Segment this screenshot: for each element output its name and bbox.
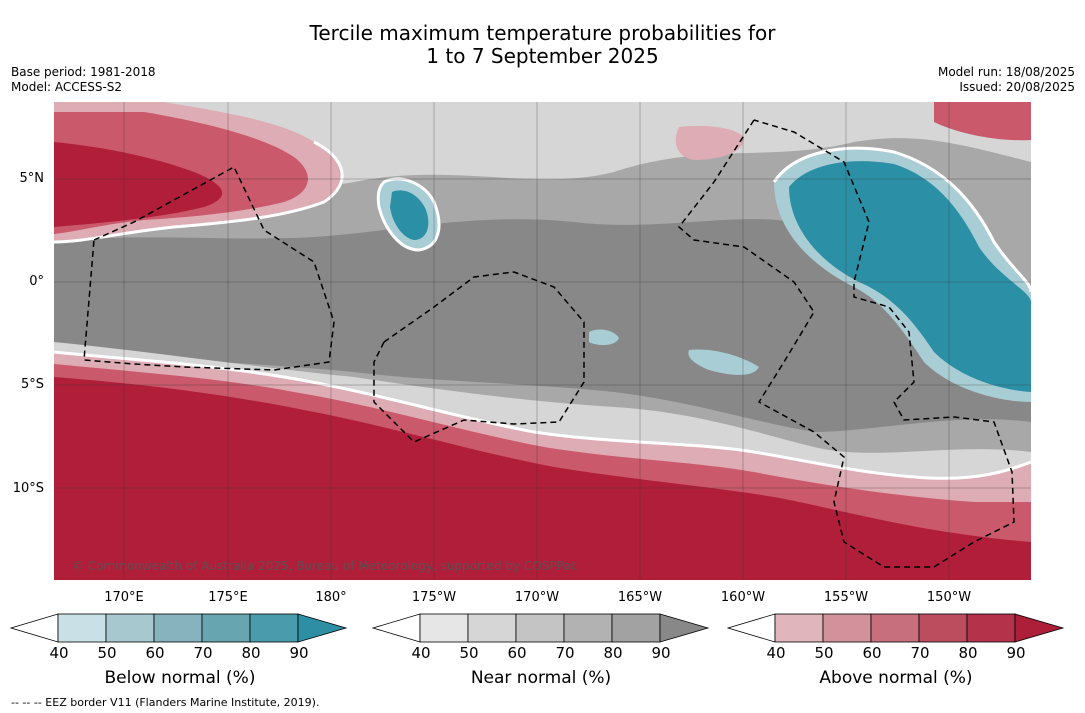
colorbar-extend-high [1014,613,1065,643]
colorbar-above-normal [727,613,1065,643]
eez-footnote: -- -- -- EEZ border V11 (Flanders Marine… [11,696,320,709]
colorbar-segment [774,613,824,643]
colorbar-near-normal [372,613,710,643]
near-normal-dark-area [54,219,1031,432]
colorbar-near-title: Near normal (%) [470,668,612,688]
tick-label: 50 [459,644,479,662]
colorbar-segment [611,613,661,643]
colorbar-segment [515,613,565,643]
tick-label: 60 [507,644,527,662]
near-normal-light-lower [54,342,1031,482]
lat-label-5s: 5°S [20,377,44,392]
lat-label-0: 0° [29,274,44,289]
colorbar-segment [966,613,1016,643]
colorbar-segment [153,613,203,643]
colorbar-segment [201,613,251,643]
tick-label: 40 [49,644,69,662]
above-normal-northeast [934,102,1031,141]
eez-borders [83,119,1015,568]
lon-label-180: 180° [315,590,347,605]
colorbar-segment [918,613,968,643]
contour-line-west-blob [376,177,441,252]
model-run-text: Model run: 18/08/2025 [937,65,1075,79]
chart-title-line1: Tercile maximum temperature probabilitie… [309,21,776,45]
tick-label: 40 [766,644,786,662]
colorbar-extend-low [10,613,59,643]
tick-label: 60 [862,644,882,662]
lon-label-175w: 175°W [411,590,457,605]
tick-label: 80 [603,644,623,662]
graticule [54,102,1031,580]
below-normal-strong-west [390,190,429,240]
colorbar-extend-low [727,613,776,643]
tick-label: 70 [910,644,930,662]
colorbar-segment [419,613,469,643]
colorbar-extend-high [297,613,348,643]
tick-label: 80 [241,644,261,662]
colorbar-segment [563,613,613,643]
lon-label-170w: 170°W [514,590,560,605]
chart-title-line2: 1 to 7 September 2025 [426,44,659,68]
colorbar-segment [870,613,920,643]
above-normal-strong-south [54,377,1031,580]
lon-label-150w: 150°W [926,590,972,605]
below-normal-strong-east [789,161,1031,392]
colorbar-segment [57,613,107,643]
tick-label: 80 [958,644,978,662]
base-period-text: Base period: 1981-2018 [11,65,156,79]
below-normal-patch-2 [688,349,759,375]
contour-line-east [772,146,1031,293]
copyright-text: © Commonwealth of Australia 2025, Bureau… [72,559,578,573]
probability-map: © Commonwealth of Australia 2025, Bureau… [54,102,1031,580]
tick-label: 90 [651,644,671,662]
tick-label: 50 [97,644,117,662]
colorbar-below-title: Below normal (%) [104,668,256,688]
lon-label-165w: 165°W [617,590,663,605]
lat-label-10s: 10°S [12,481,44,496]
colorbar-segment [467,613,517,643]
model-text: Model: ACCESS-S2 [11,80,123,94]
colorbar-below-normal [10,613,348,643]
tick-label: 50 [814,644,834,662]
contour-line-northwest [54,140,344,244]
tick-label: 70 [193,644,213,662]
colorbar-extend-low [372,613,421,643]
tick-label: 90 [289,644,309,662]
contour-line-south [54,350,1031,480]
below-normal-patch-1 [589,329,619,346]
tick-label: 60 [145,644,165,662]
tick-label: 90 [1006,644,1026,662]
lon-label-155w: 155°W [823,590,869,605]
lat-label-5n: 5°N [19,171,45,186]
lon-label-175e: 175°E [208,590,248,605]
colorbar-extend-high [659,613,710,643]
colorbar-segment [249,613,299,643]
colorbar-segment [105,613,155,643]
tick-label: 70 [555,644,575,662]
tick-label: 40 [411,644,431,662]
map-svg [54,102,1031,580]
lon-label-160w: 160°W [720,590,766,605]
above-normal-strong-northwest [54,142,223,227]
lon-label-170e: 170°E [104,590,144,605]
colorbar-above-title: Above normal (%) [819,668,973,688]
above-normal-patch-north [675,125,745,160]
issued-text: Issued: 20/08/2025 [959,80,1075,94]
colorbar-segment [822,613,872,643]
